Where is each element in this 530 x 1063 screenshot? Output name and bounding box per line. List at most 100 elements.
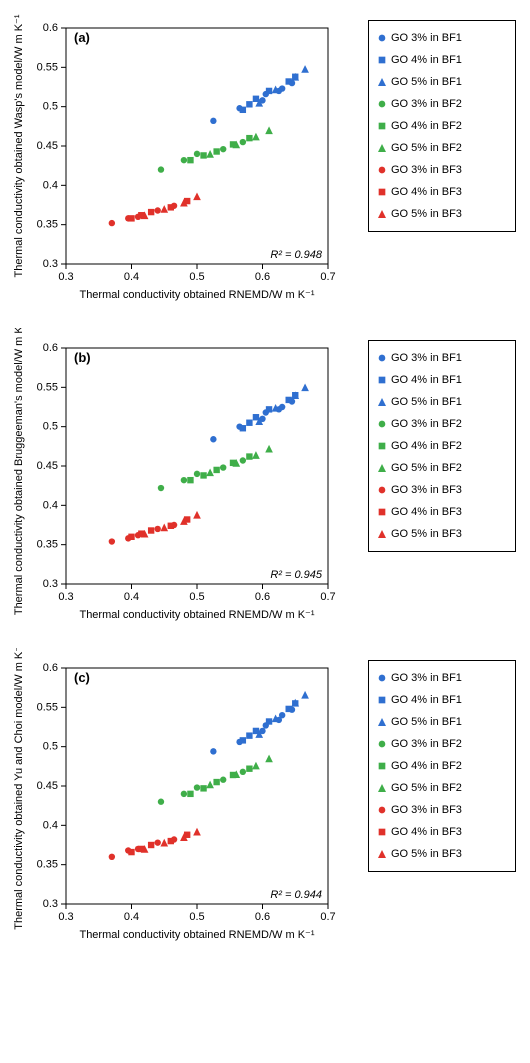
scatter-chart: 0.30.40.50.60.70.30.350.40.450.50.550.6T…	[8, 328, 338, 628]
legend-item: GO 3% in BF2	[377, 413, 507, 435]
data-point	[181, 157, 187, 163]
svg-text:0.5: 0.5	[43, 741, 58, 753]
data-point	[181, 791, 187, 797]
r-squared-label: R² = 0.944	[270, 889, 322, 901]
data-point	[168, 523, 174, 529]
data-point	[194, 471, 200, 477]
data-point	[246, 420, 252, 426]
data-point	[168, 838, 174, 844]
square-icon	[377, 121, 387, 131]
scatter-chart: 0.30.40.50.60.70.30.350.40.450.50.550.6T…	[8, 8, 338, 308]
y-axis-label: Thermal conductivity obtained Bruggeeman…	[13, 328, 25, 615]
data-point	[220, 464, 226, 470]
data-point	[213, 148, 219, 154]
svg-text:0.3: 0.3	[43, 258, 58, 270]
data-point	[246, 453, 252, 459]
square-icon	[377, 695, 387, 705]
legend-label: GO 4% in BF1	[391, 694, 462, 706]
data-point	[194, 151, 200, 157]
legend-label: GO 3% in BF1	[391, 672, 462, 684]
svg-text:0.6: 0.6	[43, 22, 58, 34]
legend: GO 3% in BF1 GO 4% in BF1 GO 5% in BF1 GO 3…	[368, 20, 516, 232]
data-point	[158, 485, 164, 491]
legend-label: GO 5% in BF1	[391, 716, 462, 728]
data-point	[187, 477, 193, 483]
legend-label: GO 3% in BF3	[391, 484, 462, 496]
data-point	[158, 799, 164, 805]
svg-text:0.6: 0.6	[255, 591, 270, 603]
svg-text:0.7: 0.7	[320, 591, 335, 603]
legend-label: GO 3% in BF2	[391, 738, 462, 750]
circle-icon	[377, 33, 387, 43]
data-point	[200, 152, 206, 158]
legend-label: GO 4% in BF1	[391, 374, 462, 386]
svg-text:0.4: 0.4	[124, 911, 139, 923]
data-point	[200, 472, 206, 478]
data-point	[220, 777, 226, 783]
square-icon	[377, 507, 387, 517]
circle-icon	[377, 165, 387, 175]
svg-text:0.45: 0.45	[37, 780, 58, 792]
legend-item: GO 5% in BF1	[377, 391, 507, 413]
triangle-icon	[377, 529, 387, 539]
svg-text:0.55: 0.55	[37, 701, 58, 713]
y-axis-label: Thermal conductivity obtained Wasp's mod…	[13, 14, 25, 277]
triangle-icon	[377, 77, 387, 87]
legend-label: GO 4% in BF3	[391, 506, 462, 518]
circle-icon	[377, 485, 387, 495]
legend-item: GO 4% in BF1	[377, 49, 507, 71]
legend-label: GO 4% in BF2	[391, 120, 462, 132]
svg-text:0.5: 0.5	[43, 421, 58, 433]
legend: GO 3% in BF1 GO 4% in BF1 GO 5% in BF1 GO 3…	[368, 660, 516, 872]
data-point	[194, 784, 200, 790]
legend-item: GO 4% in BF3	[377, 181, 507, 203]
data-point	[109, 538, 115, 544]
svg-text:0.45: 0.45	[37, 140, 58, 152]
data-point	[246, 765, 252, 771]
panel-letter: (a)	[74, 30, 90, 45]
legend-item: GO 5% in BF3	[377, 203, 507, 225]
legend-item: GO 4% in BF3	[377, 821, 507, 843]
triangle-icon	[377, 783, 387, 793]
legend-item: GO 5% in BF1	[377, 71, 507, 93]
legend-item: GO 5% in BF2	[377, 777, 507, 799]
legend-item: GO 3% in BF3	[377, 799, 507, 821]
data-point	[109, 220, 115, 226]
legend-label: GO 5% in BF2	[391, 142, 462, 154]
svg-text:0.3: 0.3	[43, 578, 58, 590]
legend: GO 3% in BF1 GO 4% in BF1 GO 5% in BF1 GO 3…	[368, 340, 516, 552]
legend-item: GO 3% in BF1	[377, 27, 507, 49]
square-icon	[377, 827, 387, 837]
legend-label: GO 3% in BF2	[391, 418, 462, 430]
data-point	[210, 748, 216, 754]
data-point	[266, 88, 272, 94]
legend-label: GO 4% in BF3	[391, 826, 462, 838]
x-axis-label: Thermal conductivity obtained RNEMD/W m …	[79, 609, 314, 621]
triangle-icon	[377, 209, 387, 219]
legend-item: GO 4% in BF2	[377, 755, 507, 777]
legend-label: GO 3% in BF1	[391, 32, 462, 44]
legend-item: GO 3% in BF2	[377, 733, 507, 755]
panel-b: 0.30.40.50.60.70.30.350.40.450.50.550.6T…	[8, 328, 522, 628]
circle-icon	[377, 739, 387, 749]
triangle-icon	[377, 463, 387, 473]
legend-label: GO 5% in BF1	[391, 76, 462, 88]
svg-text:0.7: 0.7	[320, 911, 335, 923]
data-point	[266, 406, 272, 412]
svg-text:0.3: 0.3	[58, 591, 73, 603]
legend-label: GO 5% in BF2	[391, 462, 462, 474]
data-point	[148, 527, 154, 533]
circle-icon	[377, 419, 387, 429]
svg-text:0.3: 0.3	[58, 911, 73, 923]
r-squared-label: R² = 0.945	[270, 569, 323, 581]
legend-item: GO 4% in BF1	[377, 369, 507, 391]
legend-label: GO 3% in BF1	[391, 352, 462, 364]
svg-text:0.4: 0.4	[43, 819, 58, 831]
square-icon	[377, 55, 387, 65]
svg-text:0.35: 0.35	[37, 219, 58, 231]
data-point	[246, 135, 252, 141]
data-point	[240, 139, 246, 145]
data-point	[181, 477, 187, 483]
svg-text:0.4: 0.4	[43, 179, 58, 191]
legend-label: GO 3% in BF2	[391, 98, 462, 110]
